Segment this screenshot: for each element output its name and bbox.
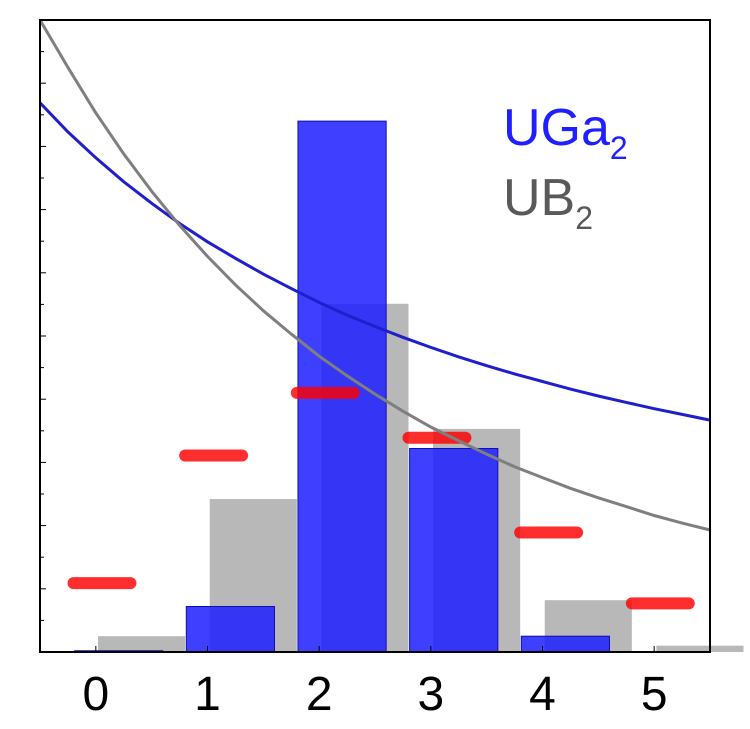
red-markers — [67, 386, 695, 610]
x-tick-label: 4 — [529, 668, 556, 721]
uga2-bars — [74, 120, 610, 653]
x-axis-tick-labels: 0 1 2 3 4 5 — [82, 668, 667, 721]
legend-entry-uga2: UGa2 — [503, 99, 628, 166]
uga2-curve — [38, 101, 711, 422]
ub2-bar-5 — [656, 645, 744, 652]
uga2-bar-2 — [297, 120, 387, 653]
x-tick-label: 1 — [194, 668, 221, 721]
ub2-curve — [38, 19, 711, 532]
x-axis-ticks — [95, 646, 655, 652]
ub2-bar-0 — [98, 636, 186, 652]
x-tick-label: 5 — [641, 668, 668, 721]
uga2-bar-4 — [520, 635, 610, 653]
uga2-bar-1 — [185, 605, 276, 653]
legend-entry-ub2: UB2 — [503, 169, 593, 236]
x-tick-label: 3 — [417, 668, 444, 721]
y-axis-ticks — [40, 19, 46, 653]
fit-curves — [38, 19, 711, 532]
x-tick-label: 0 — [82, 668, 109, 721]
uga2-bar-3 — [409, 447, 499, 653]
x-tick-label: 2 — [306, 668, 333, 721]
